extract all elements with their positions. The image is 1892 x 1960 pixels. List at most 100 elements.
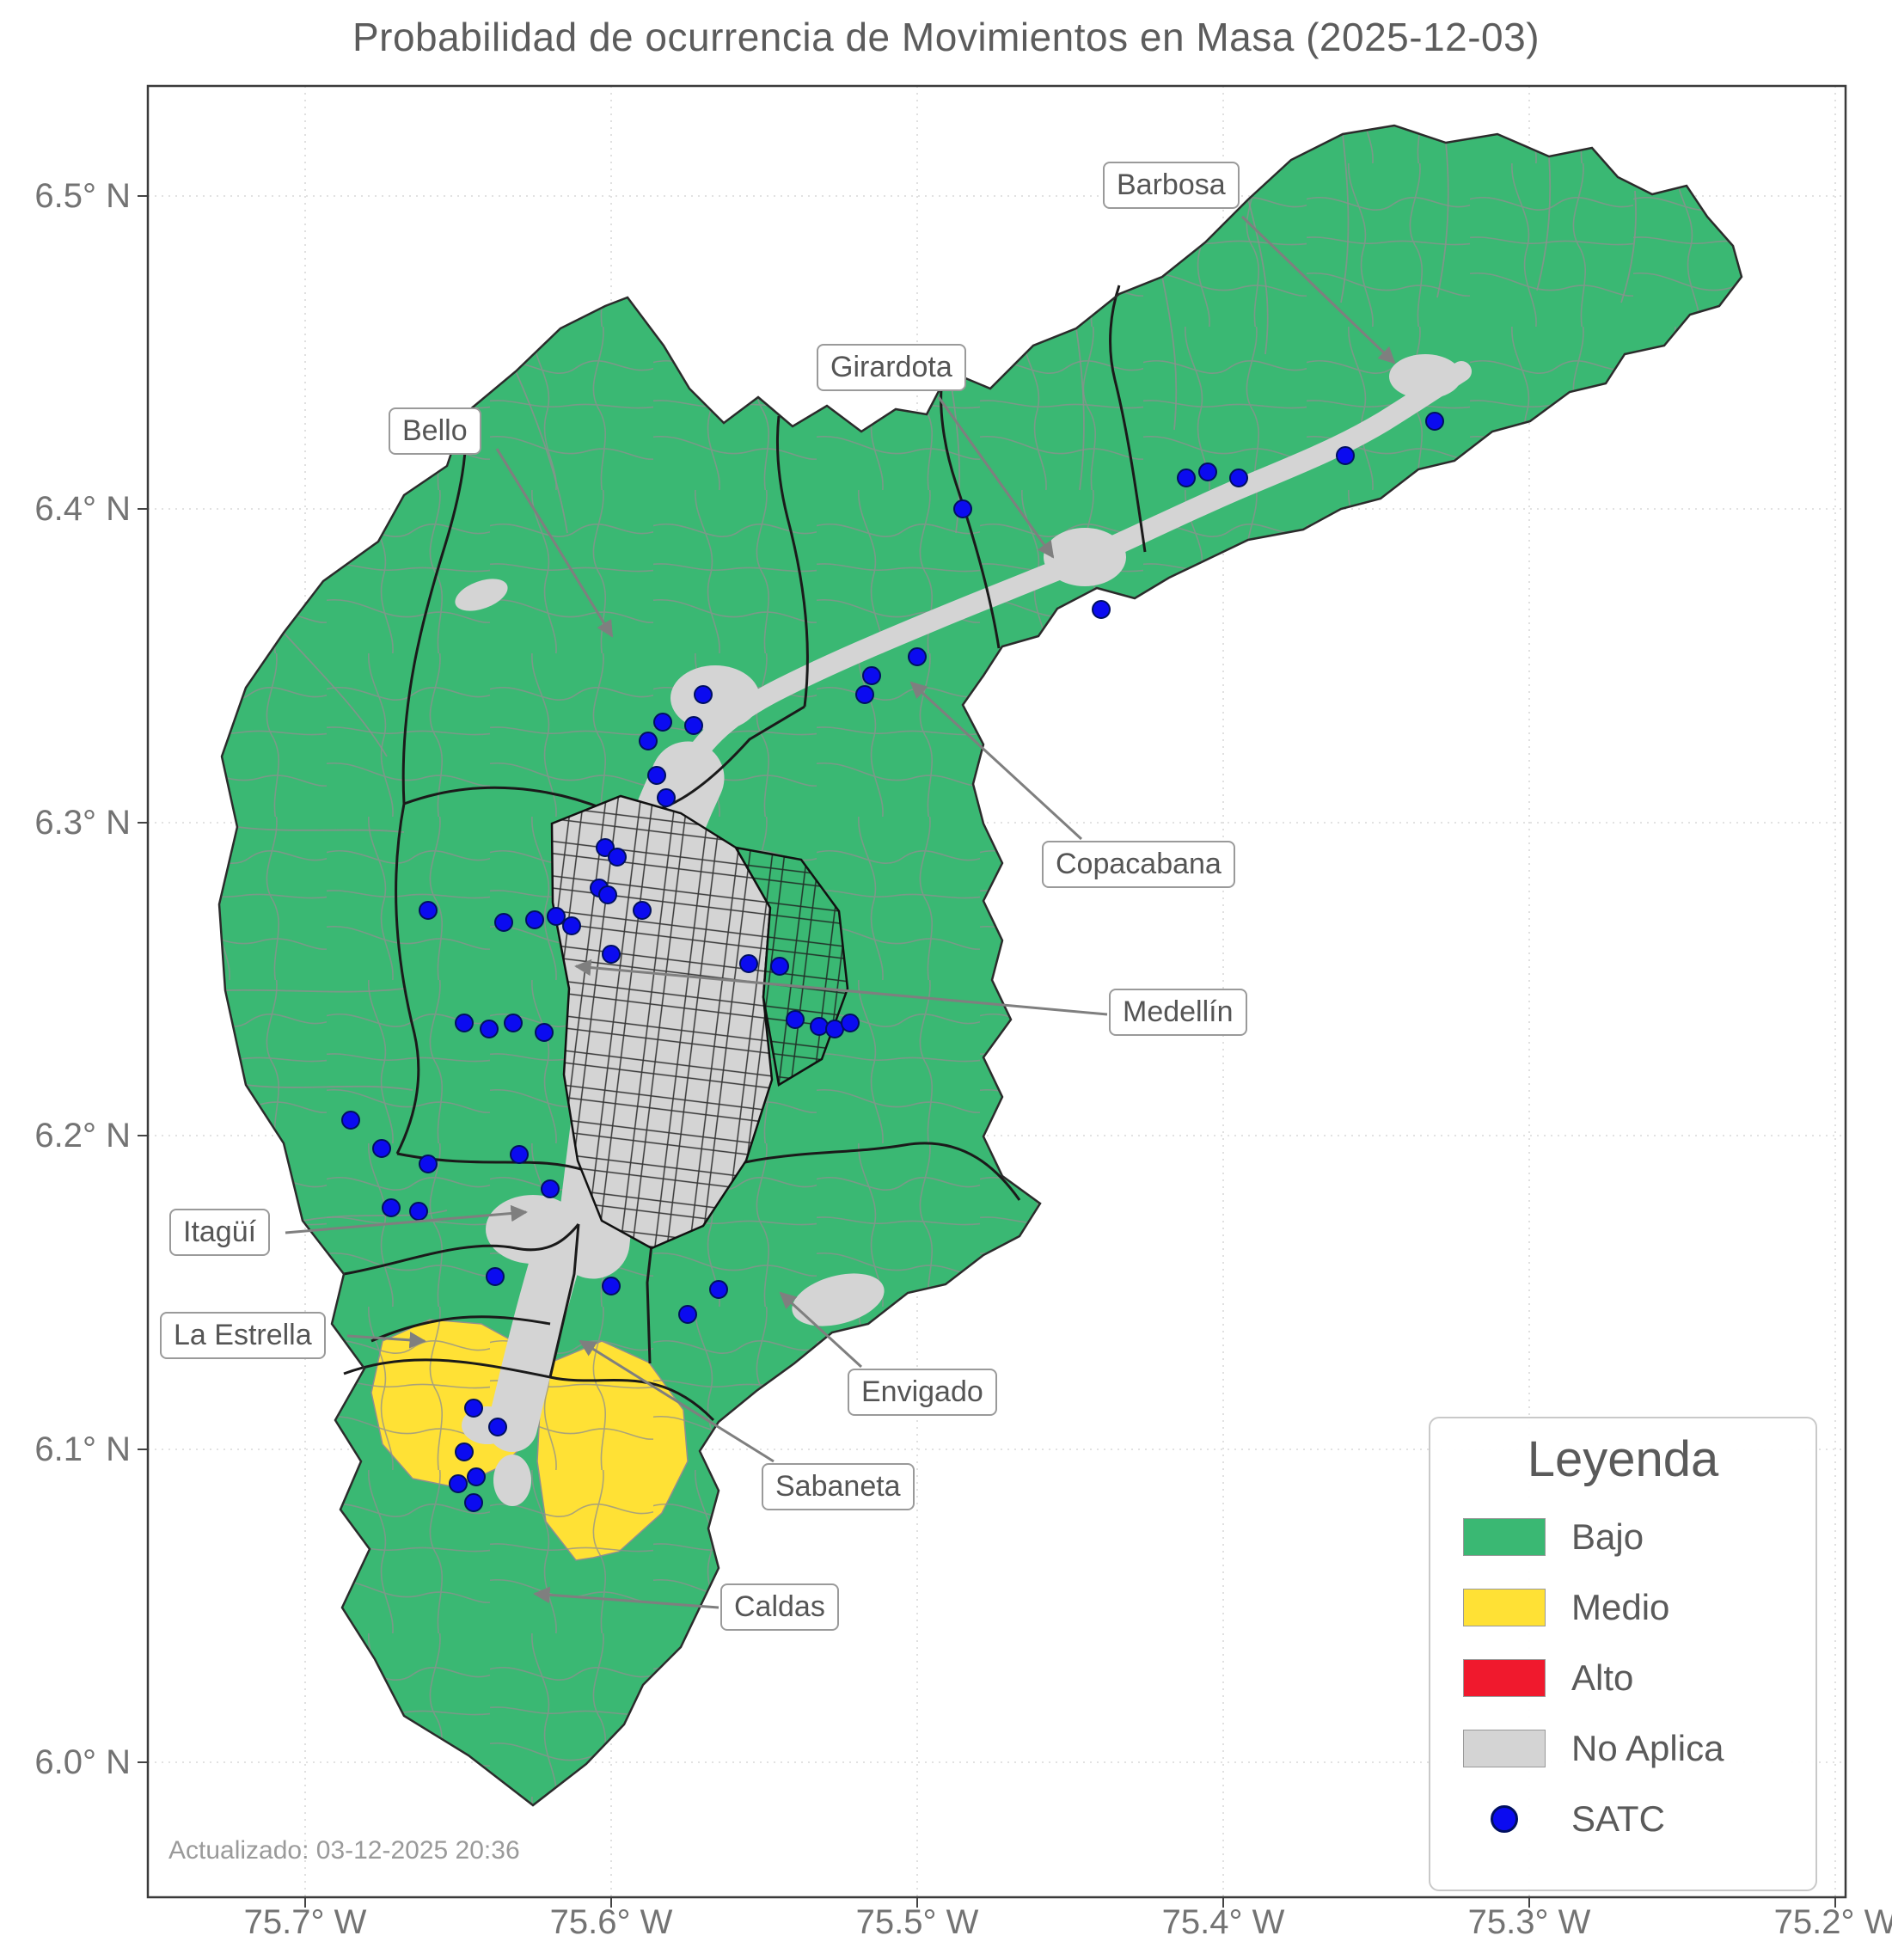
arrow-itagui: [285, 1204, 528, 1234]
satc-dot: [1177, 469, 1196, 487]
satc-dot: [494, 913, 513, 932]
satc-dot: [480, 1020, 499, 1038]
satc-dot: [464, 1493, 483, 1512]
satc-dot: [467, 1467, 486, 1486]
annotation-envigado: Envigado: [848, 1369, 997, 1416]
satc-dot: [455, 1014, 474, 1032]
satc-dot: [908, 647, 927, 666]
y-tick-6-2: 6.2° N: [34, 1117, 131, 1155]
arrow-barbosa: [1240, 215, 1396, 364]
satc-dot: [1336, 446, 1355, 465]
subdivision-lines: [224, 133, 1637, 1222]
arrow-sabaneta: [579, 1339, 775, 1463]
legend-label-alto: Alto: [1571, 1657, 1634, 1698]
annotation-itagui: Itagüí: [169, 1209, 271, 1256]
satc-dot: [855, 685, 874, 704]
annotation-bello: Bello: [389, 407, 481, 455]
satc-dot: [535, 1023, 554, 1042]
map-title: Probabilidad de ocurrencia de Movimiento…: [352, 15, 1540, 59]
satc-dot: [657, 788, 676, 807]
legend-item-medio: Medio: [1430, 1572, 1815, 1643]
satc-dot: [862, 666, 881, 685]
legend-item-bajo: Bajo: [1430, 1502, 1815, 1572]
arrow-envigado: [779, 1291, 863, 1369]
satc-dot: [409, 1202, 428, 1221]
legend-satc-marker-icon: [1491, 1805, 1518, 1833]
satc-dot: [1229, 469, 1248, 487]
satc-dot: [562, 916, 581, 935]
x-tick-75-4: 75.4° W: [1161, 1903, 1285, 1941]
satc-dot: [786, 1010, 805, 1029]
arrow-caldas: [533, 1586, 719, 1609]
arrow-la-estrella: [346, 1332, 426, 1349]
y-tick-6-4: 6.4° N: [34, 490, 131, 528]
annotation-caldas: Caldas: [720, 1583, 839, 1631]
satc-dot: [547, 907, 566, 926]
satc-dot: [525, 910, 544, 929]
y-tick-6-3: 6.3° N: [34, 804, 131, 842]
region-outline: [217, 124, 1743, 1807]
y-tick-6-1: 6.1° N: [34, 1430, 131, 1468]
satc-dot: [608, 848, 627, 867]
annotation-arrows: [285, 215, 1396, 1609]
axis-ticks: [138, 195, 1836, 1908]
annotation-girardota: Girardota: [817, 344, 966, 391]
satc-dot: [770, 957, 789, 976]
satc-dot: [694, 685, 713, 704]
satc-dot: [678, 1305, 697, 1324]
legend-swatch-alto: [1463, 1659, 1546, 1697]
annotation-la-estrella: La Estrella: [160, 1312, 326, 1359]
satc-dot: [709, 1280, 728, 1299]
y-tick-6-0: 6.0° N: [34, 1743, 131, 1781]
plot-frame: [146, 84, 1847, 1899]
satc-dot: [341, 1111, 360, 1130]
legend-title: Leyenda: [1527, 1431, 1719, 1487]
updated-timestamp: Actualizado: 03-12-2025 20:36: [168, 1836, 520, 1865]
satc-dot: [647, 766, 666, 785]
arrow-medellin: [574, 959, 1108, 1016]
satc-dot: [739, 954, 758, 973]
legend-swatch-bajo: [1463, 1518, 1546, 1556]
satc-dot: [841, 1014, 860, 1032]
comuna-mesh-medellin: [550, 794, 849, 1250]
x-tick-75-2: 75.2° W: [1773, 1903, 1892, 1941]
satc-dots-layer: [341, 412, 1444, 1512]
satc-dot: [810, 1017, 829, 1036]
satc-dot: [382, 1198, 401, 1217]
legend-item-no-aplica: No Aplica: [1430, 1713, 1815, 1784]
annotation-sabaneta: Sabaneta: [762, 1463, 915, 1510]
legend: Leyenda Bajo Medio Alto No Aplica SATC: [1429, 1417, 1817, 1891]
x-tick-75-6: 75.6° W: [549, 1903, 673, 1941]
x-tick-75-3: 75.3° W: [1467, 1903, 1591, 1941]
satc-dot: [504, 1014, 523, 1032]
satc-dot: [510, 1145, 529, 1164]
arrow-girardota: [937, 396, 1055, 559]
satc-dot: [486, 1267, 505, 1286]
arrow-bello: [495, 448, 614, 638]
satc-dot: [602, 1277, 621, 1295]
legend-item-alto: Alto: [1430, 1643, 1815, 1713]
satc-dot: [653, 713, 672, 732]
satc-dot: [1198, 462, 1217, 481]
legend-label-satc: SATC: [1571, 1798, 1665, 1839]
satc-dot: [1092, 600, 1111, 619]
satc-dot: [455, 1442, 474, 1461]
satc-dot: [372, 1139, 391, 1158]
satc-dot: [1425, 412, 1444, 431]
x-tick-75-7: 75.7° W: [243, 1903, 367, 1941]
legend-label-medio: Medio: [1571, 1587, 1670, 1627]
satc-dot: [633, 901, 652, 920]
satc-dot: [639, 732, 658, 750]
satc-dot: [449, 1474, 468, 1493]
y-tick-6-5: 6.5° N: [34, 177, 131, 215]
legend-swatch-no-aplica: [1463, 1730, 1546, 1767]
satc-dot: [419, 1155, 438, 1173]
satc-dot: [419, 901, 438, 920]
satc-dot: [541, 1179, 560, 1198]
x-tick-75-5: 75.5° W: [855, 1903, 979, 1941]
legend-swatch-medio: [1463, 1589, 1546, 1626]
satc-dot: [684, 716, 703, 735]
satc-dot: [464, 1399, 483, 1418]
